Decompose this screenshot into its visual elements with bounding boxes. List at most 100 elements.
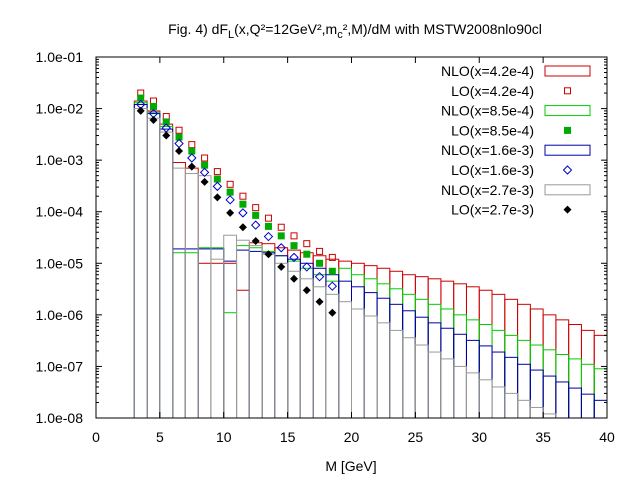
histogram-bin <box>248 247 263 418</box>
histogram-bin <box>210 258 225 418</box>
histogram-bin <box>363 315 378 418</box>
y-tick-label: 1.0e-03 <box>36 152 84 168</box>
histogram-bin <box>529 369 544 418</box>
histogram-bin <box>325 258 340 418</box>
y-tick-label: 1.0e-01 <box>36 49 84 65</box>
x-tick-label: 30 <box>471 429 487 445</box>
data-point <box>136 106 145 115</box>
histogram-bin <box>338 260 353 418</box>
histogram-series <box>133 103 607 418</box>
histogram-bin <box>172 248 186 418</box>
histogram-bin <box>504 298 519 418</box>
legend-label: LO(x=1.6e-3) <box>451 162 534 178</box>
histogram-bin <box>504 392 519 418</box>
data-point <box>238 208 248 218</box>
data-point <box>328 253 336 261</box>
data-point <box>175 147 184 156</box>
histogram-bin <box>261 243 276 418</box>
histogram-bin <box>542 314 557 418</box>
legend-swatch <box>544 105 591 117</box>
histogram-bin <box>389 329 404 418</box>
data-point <box>264 250 273 259</box>
histogram-bin <box>223 260 238 418</box>
histogram-bin <box>465 372 480 418</box>
histogram-bin <box>376 322 391 418</box>
histogram-bin <box>517 363 531 418</box>
histogram-bin <box>376 297 391 418</box>
histogram-bin <box>159 123 174 418</box>
legend-label: LO(x=2.7e-3) <box>451 202 534 218</box>
histogram-bin <box>146 113 161 418</box>
histogram-bin <box>261 250 276 418</box>
histogram-bin <box>146 110 161 418</box>
data-point <box>137 94 145 102</box>
data-point <box>250 220 261 230</box>
histogram-bin <box>453 333 467 418</box>
histogram-bin <box>325 280 340 418</box>
histogram-bin <box>402 293 416 418</box>
y-tick-label: 1.0e-06 <box>36 307 84 323</box>
histogram-bin <box>376 267 391 418</box>
histogram-bin <box>351 274 365 418</box>
data-point <box>290 274 299 283</box>
marker-series <box>136 106 337 317</box>
y-tick-label: 1.0e-04 <box>36 204 84 220</box>
data-point <box>238 223 247 232</box>
data-point <box>303 250 311 258</box>
histogram-bin <box>491 351 506 418</box>
histogram-bin <box>184 167 199 418</box>
histogram-bin <box>299 278 314 418</box>
legend: NLO(x=4.2e-4) LO(x=4.2e-4) NLO(x=8.5e-4) LO… <box>441 63 591 218</box>
marker-series <box>136 99 338 291</box>
legend-swatch <box>562 165 573 175</box>
histogram-bin <box>440 280 455 418</box>
x-axis-label: M [GeV] <box>325 458 376 474</box>
histogram-bin <box>440 327 455 418</box>
data-point <box>277 223 285 231</box>
histogram-bin <box>465 339 480 418</box>
x-tick-label: 35 <box>535 429 551 445</box>
histogram-bin <box>248 242 263 418</box>
histogram-bin <box>197 175 212 418</box>
histogram-bin <box>299 252 314 418</box>
x-tick-label: 15 <box>280 429 296 445</box>
histogram-bin <box>325 274 340 418</box>
histogram-bin <box>465 286 480 418</box>
histogram-bin <box>236 239 250 418</box>
data-point <box>213 193 222 202</box>
histogram-bin <box>261 253 276 418</box>
marker-series <box>137 94 336 275</box>
data-point <box>175 126 183 134</box>
histogram-bin <box>517 303 531 418</box>
data-point <box>225 195 235 205</box>
data-point <box>226 208 235 217</box>
histogram-bin <box>287 260 301 418</box>
histogram-bin <box>159 128 174 418</box>
histogram-bin <box>542 375 557 418</box>
data-point <box>188 147 196 155</box>
x-tick-label: 10 <box>216 429 232 445</box>
legend-swatch <box>564 87 571 95</box>
histogram-bin <box>427 322 442 418</box>
histogram-bin <box>542 413 557 418</box>
data-point <box>251 237 260 246</box>
histogram-bin <box>427 303 442 418</box>
histogram-bin <box>414 344 429 418</box>
y-tick-label: 1.0e-05 <box>36 255 84 271</box>
chart-title-sub1: L <box>228 29 234 41</box>
y-tick-label: 1.0e-02 <box>36 101 84 117</box>
data-point <box>213 175 221 183</box>
histogram-bin <box>274 255 289 418</box>
histogram-bin <box>133 103 148 418</box>
histogram-bin <box>184 248 199 418</box>
x-tick-label: 25 <box>408 429 424 445</box>
x-tick-label: 0 <box>92 429 100 445</box>
histogram-bin <box>478 379 493 418</box>
histogram-series <box>133 108 557 418</box>
histogram-bin <box>363 292 378 418</box>
legend-swatch <box>544 65 591 77</box>
data-point <box>290 232 298 240</box>
histogram-bin <box>427 351 442 418</box>
data-point <box>212 181 223 192</box>
